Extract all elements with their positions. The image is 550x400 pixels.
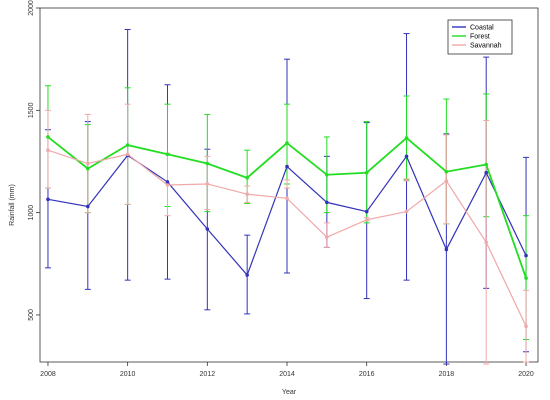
data-point-forest [444,169,449,174]
data-point-coastal [86,204,90,209]
series-points [46,135,528,328]
data-point-forest [484,162,489,167]
data-point-forest [325,172,329,177]
data-point-forest [285,141,289,145]
data-point-savannah [325,235,329,239]
data-point-savannah [46,148,50,153]
data-point-savannah [524,324,528,328]
data-point-coastal [524,253,528,258]
data-point-coastal [444,247,449,252]
legend-label-savannah: Savannah [470,43,502,50]
data-point-forest [125,143,130,147]
data-point-coastal [46,197,50,202]
legend-label-coastal: Coastal [470,25,494,32]
x-axis-title: Year [282,389,297,396]
data-point-forest [364,170,369,175]
plot-border [39,7,539,363]
x-tick-label: 2018 [439,371,455,378]
data-point-savannah [125,152,130,157]
legend-box [447,19,513,55]
x-tick-label: 2014 [279,371,295,378]
legend-label-forest: Forest [470,34,490,41]
data-point-forest [165,152,170,157]
data-point-savannah [205,182,210,186]
data-point-forest [404,136,409,140]
data-point-coastal [364,209,369,214]
x-tick-label: 2012 [200,371,216,378]
y-tick-label: 1500 [28,102,35,118]
x-tick-label: 2010 [120,371,136,378]
data-point-savannah [444,179,449,183]
data-point-savannah [484,240,489,245]
x-tick-label: 2020 [518,371,534,378]
data-point-coastal [484,170,489,175]
y-axis-title: Rainfall (mm) [9,184,16,226]
data-point-savannah [86,161,90,166]
legend: Coastal Forest Savannah [447,19,513,55]
data-point-savannah [165,183,170,187]
x-tick-label: 2016 [359,371,375,378]
data-point-coastal [285,164,289,169]
y-tick-label: 2000 [28,0,35,16]
plot-frame [39,7,539,363]
data-point-coastal [245,273,249,277]
data-point-forest [205,161,210,166]
data-point-forest [86,166,90,171]
data-point-savannah [364,217,369,222]
data-point-forest [245,176,249,180]
data-point-savannah [404,209,409,214]
x-tick-label: 2008 [40,371,56,378]
data-point-coastal [404,154,409,159]
data-point-coastal [325,200,329,205]
y-tick-label: 500 [28,309,35,321]
data-point-coastal [165,180,170,184]
data-point-savannah [285,196,289,201]
data-point-coastal [205,227,210,231]
data-point-forest [46,135,50,139]
y-tick-label: 1000 [28,205,35,221]
y-axis-ticks: 500 1000 1500 2000 [28,0,40,321]
data-point-forest [524,276,528,280]
x-axis-ticks: 2008 2010 2012 2014 2016 2018 2020 [40,362,534,378]
data-point-savannah [245,192,249,197]
